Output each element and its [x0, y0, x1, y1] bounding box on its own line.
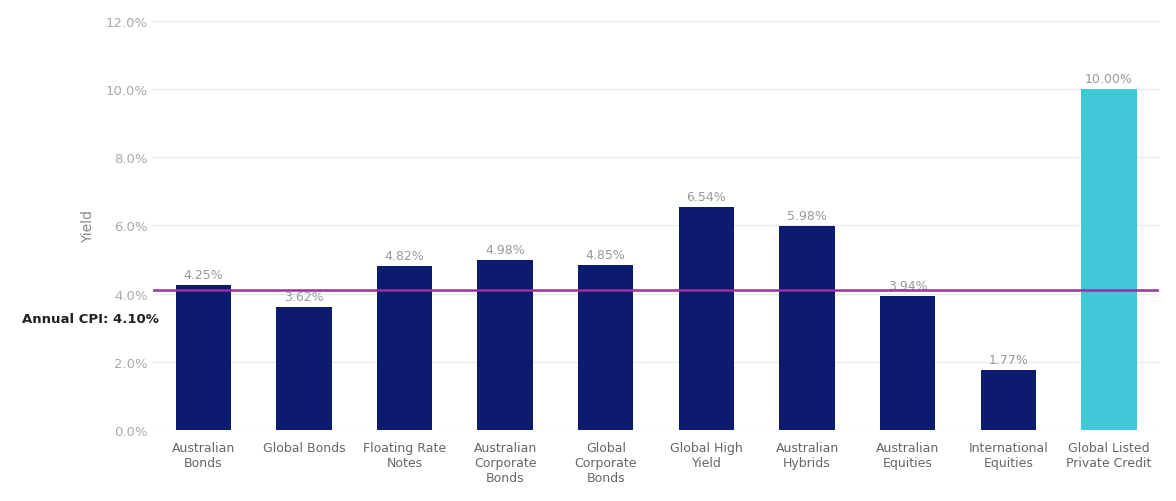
Text: 1.77%: 1.77% [988, 353, 1028, 366]
Bar [477, 261, 533, 430]
Bar [679, 207, 734, 430]
Text: 10.00%: 10.00% [1085, 73, 1132, 86]
Bar [175, 286, 230, 430]
Text: 5.98%: 5.98% [787, 209, 827, 222]
Text: 4.82%: 4.82% [385, 249, 425, 262]
Text: 4.98%: 4.98% [486, 243, 524, 257]
Bar [780, 226, 835, 430]
Text: 3.62%: 3.62% [285, 290, 323, 303]
Text: Annual CPI: 4.10%: Annual CPI: 4.10% [22, 313, 159, 326]
Bar [376, 266, 432, 430]
Bar [1082, 90, 1137, 430]
Bar [880, 296, 935, 430]
Text: 3.94%: 3.94% [888, 279, 928, 292]
Bar [276, 307, 332, 430]
Y-axis label: Yield: Yield [81, 209, 95, 242]
Bar [981, 370, 1036, 430]
Bar [579, 265, 634, 430]
Text: 6.54%: 6.54% [687, 190, 727, 203]
Text: 4.25%: 4.25% [183, 269, 223, 282]
Text: 4.85%: 4.85% [586, 248, 626, 261]
